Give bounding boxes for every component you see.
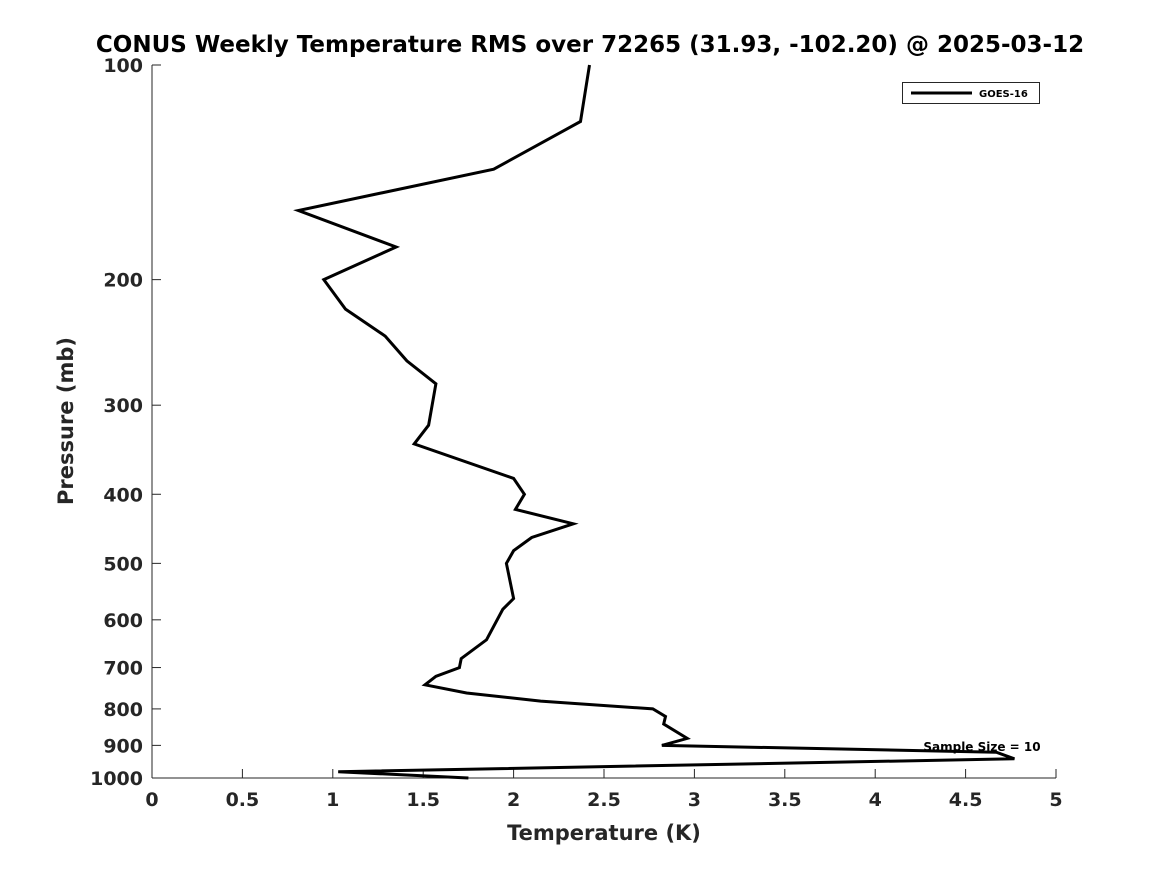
x-tick-label: 0.5 bbox=[226, 789, 260, 811]
x-tick-label: 2 bbox=[507, 789, 520, 811]
y-tick-label: 100 bbox=[103, 55, 143, 77]
legend: GOES-16 bbox=[902, 82, 1040, 104]
x-tick-label: 0 bbox=[145, 789, 158, 811]
x-tick-label: 2.5 bbox=[587, 789, 621, 811]
x-tick-label: 5 bbox=[1049, 789, 1062, 811]
x-tick-label: 4.5 bbox=[949, 789, 983, 811]
x-tick-label: 1 bbox=[326, 789, 339, 811]
y-tick-label: 200 bbox=[103, 270, 143, 292]
sample-size-annotation: Sample Size = 10 bbox=[923, 740, 1040, 754]
x-tick-label: 1.5 bbox=[406, 789, 440, 811]
x-tick-label: 3 bbox=[688, 789, 701, 811]
y-tick-label: 500 bbox=[103, 553, 143, 575]
y-axis-label: Pressure (mb) bbox=[54, 337, 78, 505]
y-tick-label: 600 bbox=[103, 610, 143, 632]
legend-label-goes-16: GOES-16 bbox=[979, 89, 1028, 100]
y-tick-label: 800 bbox=[103, 699, 143, 721]
y-tick-label: 1000 bbox=[90, 768, 143, 790]
x-axis-label: Temperature (K) bbox=[507, 821, 701, 845]
x-tick-label: 4 bbox=[869, 789, 882, 811]
y-tick-label: 400 bbox=[103, 484, 143, 506]
y-tick-label: 900 bbox=[103, 735, 143, 757]
x-tick-label: 3.5 bbox=[768, 789, 802, 811]
series-line-goes-16 bbox=[293, 64, 1015, 780]
y-tick-label: 700 bbox=[103, 658, 143, 680]
chart-title: CONUS Weekly Temperature RMS over 72265 … bbox=[96, 32, 1084, 58]
y-tick-label: 300 bbox=[103, 395, 143, 417]
